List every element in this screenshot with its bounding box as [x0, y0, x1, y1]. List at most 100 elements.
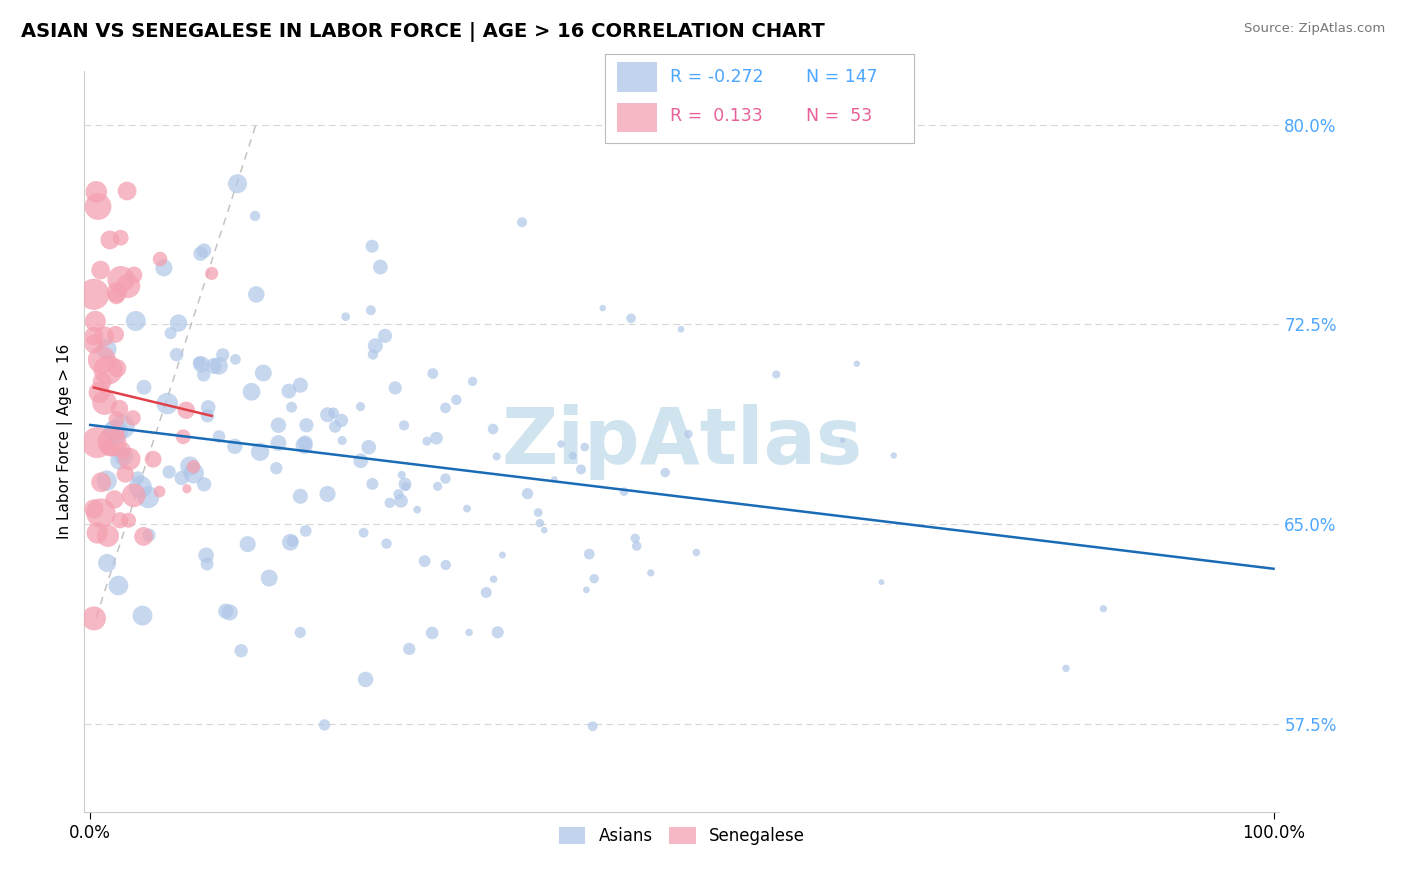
Point: [569, 462, 592, 476]
Point: [322, 406, 344, 420]
Point: [353, 525, 375, 540]
Point: [582, 719, 605, 733]
Point: [624, 532, 647, 546]
Point: [394, 477, 416, 491]
Point: [188, 356, 211, 370]
Point: [153, 260, 176, 275]
Point: [384, 381, 406, 395]
Point: [654, 466, 676, 480]
Point: [93, 395, 115, 409]
Point: [195, 548, 218, 562]
Point: [398, 641, 420, 656]
Point: [330, 434, 353, 448]
Point: [170, 471, 193, 485]
Point: [491, 548, 513, 562]
Point: [550, 437, 572, 451]
Point: [83, 329, 105, 343]
Point: [883, 449, 905, 463]
Point: [592, 301, 614, 315]
Point: [105, 412, 128, 426]
Point: [349, 400, 371, 414]
Point: [236, 537, 259, 551]
Point: [136, 490, 159, 504]
Point: [104, 425, 127, 439]
Point: [90, 506, 112, 520]
Point: [446, 392, 468, 407]
Point: [156, 396, 179, 410]
Point: [157, 465, 180, 479]
Point: [132, 529, 155, 543]
Point: [105, 289, 128, 303]
Point: [392, 418, 415, 433]
Point: [100, 442, 122, 456]
Point: [257, 571, 280, 585]
Point: [561, 449, 583, 463]
Point: [294, 435, 316, 450]
Point: [90, 475, 112, 490]
Point: [110, 272, 132, 286]
Point: [90, 263, 112, 277]
Point: [110, 230, 132, 244]
Point: [159, 326, 181, 340]
Point: [316, 487, 339, 501]
Point: [543, 472, 565, 486]
Point: [117, 513, 139, 527]
Point: [97, 529, 120, 543]
Point: [533, 523, 555, 537]
Point: [360, 303, 382, 318]
Point: [129, 480, 152, 494]
Point: [105, 426, 128, 441]
Point: [83, 611, 105, 625]
Point: [193, 477, 215, 491]
Point: [354, 673, 377, 687]
Point: [361, 239, 384, 253]
Point: [218, 606, 240, 620]
Text: R = -0.272: R = -0.272: [669, 68, 763, 87]
Point: [425, 431, 447, 445]
Point: [122, 411, 145, 425]
Point: [831, 434, 853, 448]
Point: [295, 418, 318, 433]
Point: [90, 352, 112, 367]
Point: [290, 378, 312, 392]
Point: [190, 358, 212, 372]
Point: [202, 359, 225, 373]
Point: [193, 244, 215, 258]
Point: [765, 368, 787, 382]
Point: [111, 419, 134, 434]
Point: [267, 436, 290, 450]
Point: [482, 572, 505, 586]
Point: [529, 516, 551, 530]
Point: [127, 471, 149, 485]
Point: [485, 450, 508, 464]
Text: N =  53: N = 53: [806, 107, 872, 126]
Point: [350, 454, 373, 468]
Point: [375, 536, 398, 550]
Point: [167, 316, 190, 330]
Point: [395, 480, 418, 494]
Point: [266, 461, 288, 475]
Point: [391, 467, 413, 482]
Point: [122, 488, 145, 502]
Text: ZipAtlas: ZipAtlas: [502, 403, 862, 480]
Point: [243, 209, 266, 223]
Point: [252, 366, 274, 380]
Point: [96, 556, 118, 570]
Point: [314, 718, 336, 732]
Point: [96, 474, 118, 488]
Point: [89, 385, 111, 400]
Point: [574, 440, 596, 454]
Point: [131, 608, 153, 623]
Point: [378, 496, 401, 510]
Point: [83, 337, 105, 351]
Point: [166, 348, 188, 362]
Point: [108, 401, 131, 416]
Point: [208, 429, 231, 443]
Point: [678, 427, 700, 442]
Text: ASIAN VS SENEGALESE IN LABOR FORCE | AGE > 16 CORRELATION CHART: ASIAN VS SENEGALESE IN LABOR FORCE | AGE…: [21, 22, 825, 42]
Point: [240, 384, 263, 399]
Point: [231, 644, 253, 658]
Point: [195, 557, 218, 571]
Legend: Asians, Senegalese: Asians, Senegalese: [551, 820, 813, 852]
Point: [316, 408, 339, 422]
